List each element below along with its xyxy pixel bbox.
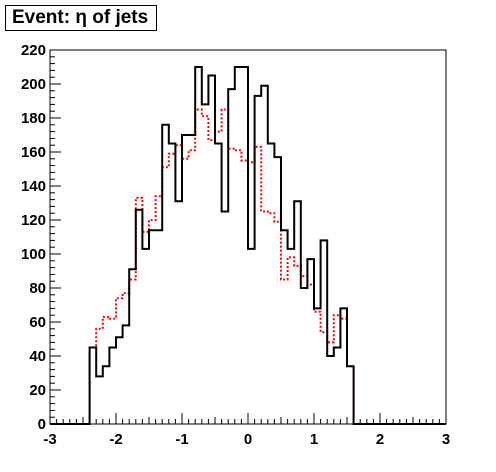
x-tick-label: -3 [43,431,56,448]
y-tick-label: 0 [38,416,46,433]
series-line-red [50,108,446,425]
x-tick-label: -1 [175,431,188,448]
histogram-series [50,66,446,425]
y-tick-label: 80 [29,280,46,297]
y-tick-label: 200 [21,76,46,93]
chart-title-box: Event: η of jets [5,5,158,31]
x-tick-label: 0 [244,431,252,448]
y-tick-label: 120 [21,212,46,229]
y-tick-label: 100 [21,246,46,263]
x-tick-label: 1 [310,431,318,448]
x-tick-label: 3 [442,431,450,448]
x-tick-label: -2 [109,431,122,448]
y-tick-label: 160 [21,144,46,161]
series-line-black [50,66,446,425]
y-tick-label: 220 [21,42,46,59]
y-tick-label: 20 [29,382,46,399]
chart-title: Event: η of jets [12,7,149,28]
y-tick-label: 60 [29,314,46,331]
y-tick-label: 180 [21,110,46,127]
axis-ticks: -3 -2 -1 0 1 2 3 0 20 40 60 80 100 120 140 160 180 200 220 [21,42,450,448]
y-tick-label: 40 [29,348,46,365]
x-tick-label: 2 [376,431,384,448]
y-tick-label: 140 [21,178,46,195]
